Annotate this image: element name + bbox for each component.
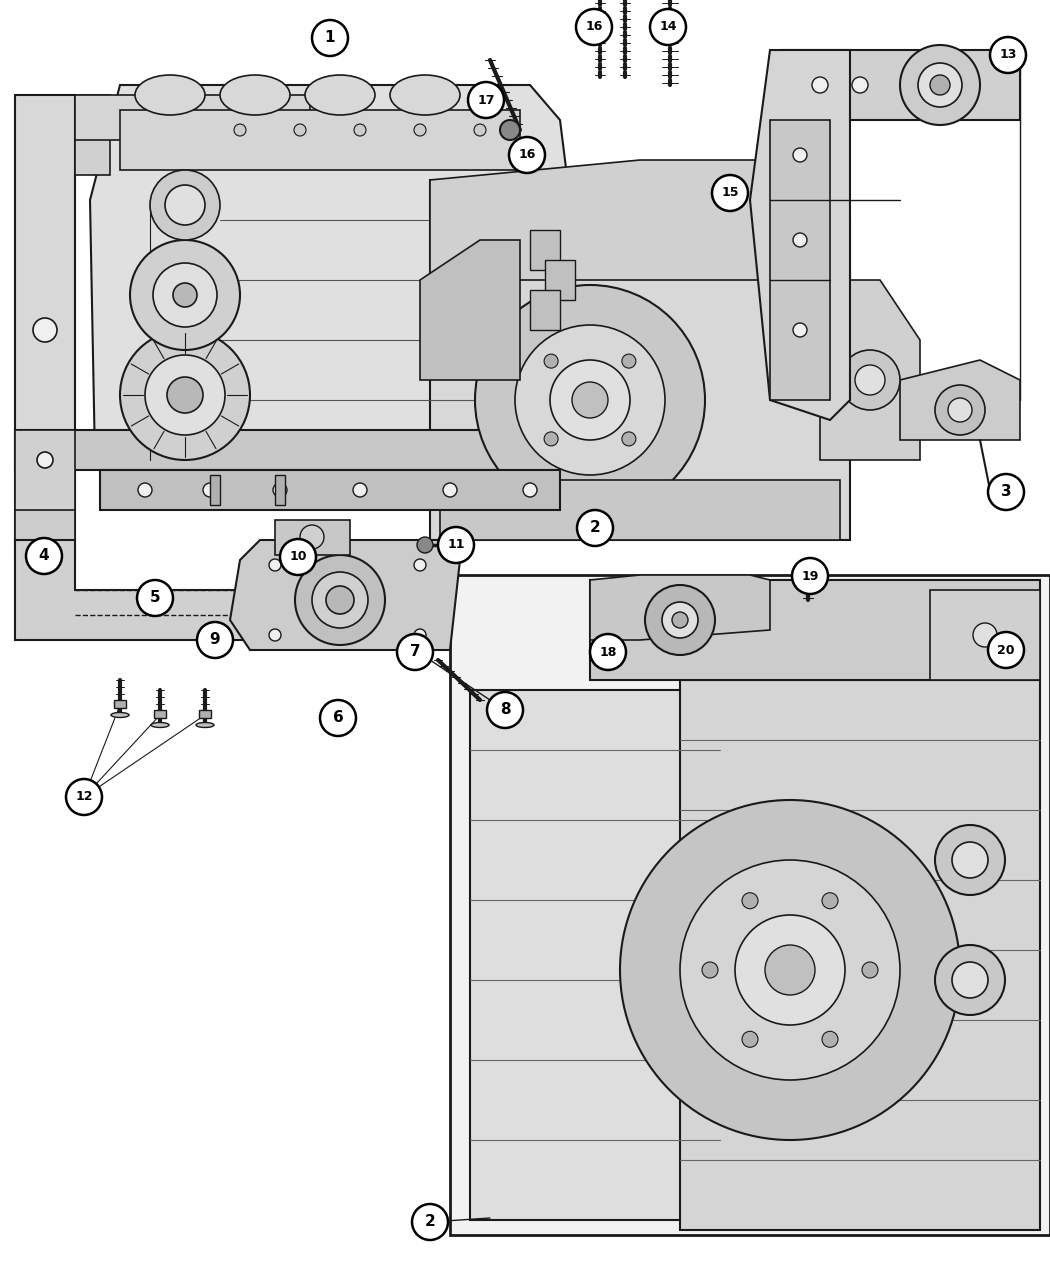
Polygon shape (210, 476, 220, 505)
Circle shape (295, 555, 385, 645)
Text: 7: 7 (410, 644, 420, 659)
Circle shape (793, 323, 807, 337)
Circle shape (312, 20, 348, 56)
Circle shape (414, 629, 426, 641)
Circle shape (165, 185, 205, 224)
Circle shape (672, 612, 688, 629)
Polygon shape (230, 541, 460, 650)
Circle shape (269, 629, 281, 641)
Circle shape (474, 124, 486, 136)
Circle shape (145, 354, 225, 435)
Ellipse shape (196, 723, 214, 728)
Circle shape (680, 861, 900, 1080)
Circle shape (930, 75, 950, 96)
Polygon shape (590, 580, 1040, 680)
Circle shape (167, 377, 203, 413)
Ellipse shape (111, 713, 129, 718)
Circle shape (475, 286, 705, 515)
Circle shape (487, 692, 523, 728)
Circle shape (918, 62, 962, 107)
Circle shape (294, 124, 306, 136)
Circle shape (33, 317, 57, 342)
Polygon shape (545, 260, 575, 300)
Circle shape (793, 148, 807, 162)
Text: 9: 9 (210, 632, 220, 648)
Circle shape (622, 432, 636, 446)
Circle shape (900, 45, 980, 125)
Text: 16: 16 (519, 148, 536, 162)
Polygon shape (90, 85, 570, 500)
Circle shape (792, 558, 828, 594)
Text: 17: 17 (478, 93, 495, 107)
Circle shape (645, 585, 715, 655)
Circle shape (650, 9, 686, 45)
Circle shape (622, 354, 636, 368)
Circle shape (735, 915, 845, 1025)
Circle shape (197, 622, 233, 658)
Polygon shape (15, 430, 75, 560)
Circle shape (203, 483, 217, 497)
Polygon shape (15, 430, 590, 470)
Circle shape (742, 892, 758, 909)
Circle shape (572, 382, 608, 418)
Circle shape (934, 825, 1005, 895)
Circle shape (414, 558, 426, 571)
Polygon shape (275, 476, 285, 505)
Polygon shape (780, 50, 1020, 120)
Circle shape (414, 124, 426, 136)
Polygon shape (15, 541, 440, 640)
Text: 19: 19 (801, 570, 819, 583)
Circle shape (354, 124, 366, 136)
Polygon shape (530, 289, 560, 330)
Polygon shape (430, 180, 850, 541)
Polygon shape (930, 590, 1040, 680)
Circle shape (173, 283, 197, 307)
Polygon shape (100, 470, 560, 510)
Circle shape (550, 360, 630, 440)
Circle shape (973, 623, 997, 646)
Circle shape (26, 538, 62, 574)
Polygon shape (15, 96, 75, 560)
Text: 16: 16 (585, 20, 603, 33)
Circle shape (136, 580, 173, 616)
Polygon shape (530, 230, 560, 270)
Polygon shape (114, 700, 126, 708)
Circle shape (234, 124, 246, 136)
Circle shape (934, 945, 1005, 1015)
Circle shape (934, 385, 985, 435)
Circle shape (544, 354, 559, 368)
Circle shape (312, 572, 367, 629)
Polygon shape (200, 710, 211, 718)
Circle shape (326, 586, 354, 615)
Circle shape (417, 537, 433, 553)
Circle shape (273, 483, 287, 497)
Text: 14: 14 (659, 20, 677, 33)
Circle shape (544, 432, 559, 446)
Polygon shape (820, 280, 920, 460)
Circle shape (578, 510, 613, 546)
Circle shape (514, 325, 665, 476)
Text: 12: 12 (76, 790, 92, 803)
Circle shape (840, 351, 900, 411)
Polygon shape (420, 240, 520, 380)
Text: 13: 13 (1000, 48, 1016, 61)
Ellipse shape (390, 75, 460, 115)
Circle shape (66, 779, 102, 815)
Text: 18: 18 (600, 645, 616, 658)
Polygon shape (75, 96, 110, 175)
Circle shape (822, 1031, 838, 1047)
Circle shape (822, 892, 838, 909)
Circle shape (500, 120, 520, 140)
Circle shape (712, 175, 748, 210)
Circle shape (590, 634, 626, 669)
Circle shape (662, 602, 698, 638)
Text: 2: 2 (424, 1215, 436, 1229)
Polygon shape (680, 680, 1040, 1230)
Polygon shape (75, 96, 310, 140)
Ellipse shape (220, 75, 290, 115)
Circle shape (300, 525, 324, 550)
Circle shape (523, 483, 537, 497)
Circle shape (952, 842, 988, 878)
Circle shape (468, 82, 504, 119)
